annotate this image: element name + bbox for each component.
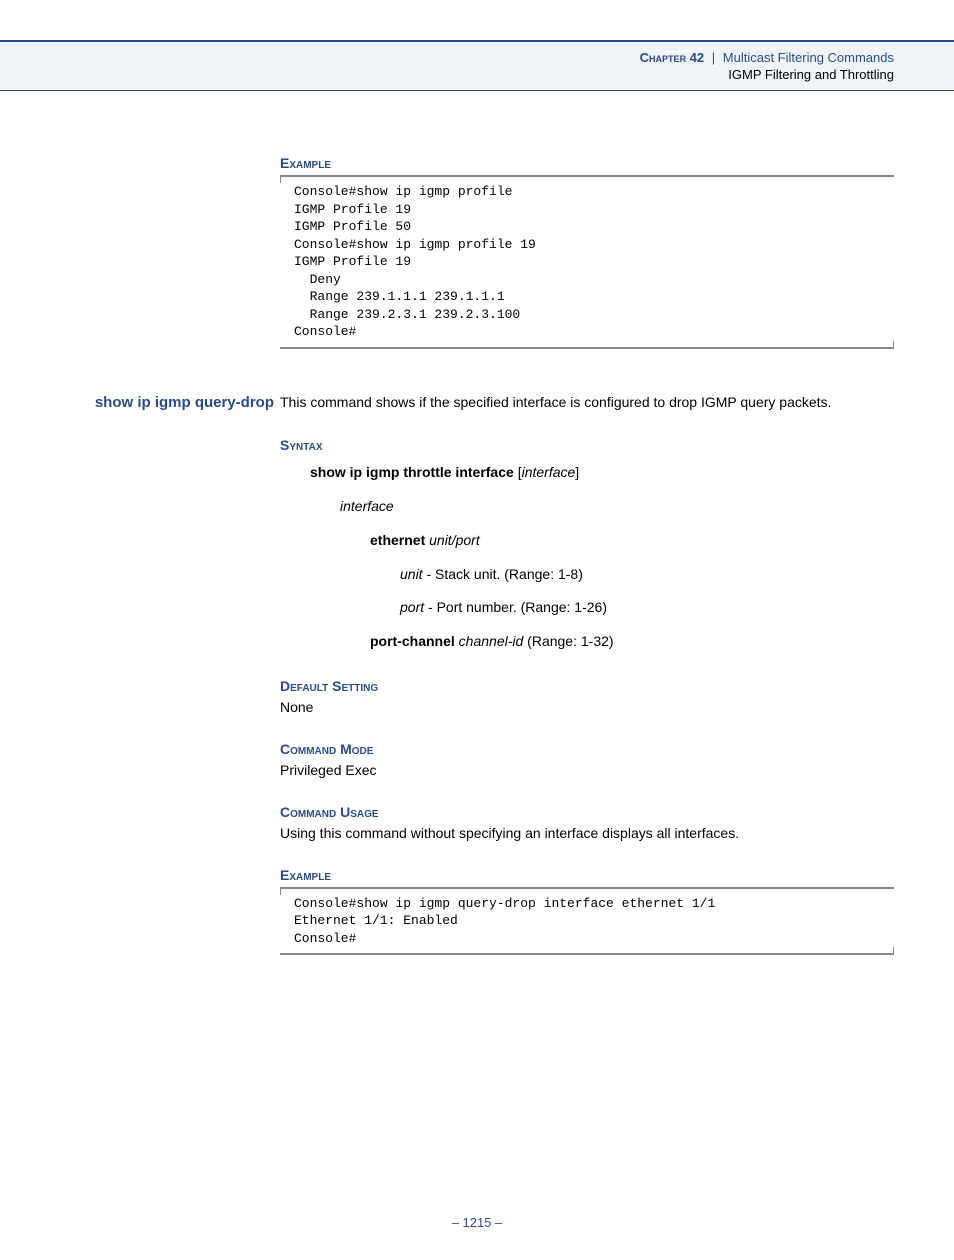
- syntax-arg: interface: [522, 464, 576, 480]
- unit-desc: - Stack unit. (Range: 1-8): [423, 566, 583, 582]
- syntax-command-line: show ip igmp throttle interface [interfa…: [310, 461, 894, 485]
- code-block-1: Console#show ip igmp profile IGMP Profil…: [280, 177, 894, 347]
- syntax-ethernet: ethernet unit/port: [370, 529, 894, 553]
- port-name: port: [400, 599, 424, 615]
- code-example-2: Console#show ip igmp query-drop interfac…: [280, 887, 894, 956]
- syntax-bracket-close: ]: [575, 464, 579, 480]
- unit-name: unit: [400, 566, 423, 582]
- code-block-2: Console#show ip igmp query-drop interfac…: [280, 889, 894, 954]
- syntax-interface-label: interface: [340, 495, 894, 519]
- portchannel-desc: (Range: 1-32): [523, 633, 613, 649]
- syntax-heading: Syntax: [280, 437, 894, 453]
- ethernet-arg: unit/port: [429, 532, 480, 548]
- syntax-port-channel: port-channel channel-id (Range: 1-32): [370, 630, 894, 654]
- ethernet-keyword: ethernet: [370, 532, 425, 548]
- command-description: This command shows if the specified inte…: [280, 393, 831, 412]
- command-usage-value: Using this command without specifying an…: [280, 824, 894, 843]
- page-header: Chapter 42 | Multicast Filtering Command…: [0, 40, 954, 91]
- command-usage-heading: Command Usage: [280, 804, 894, 820]
- command-name: show ip igmp query-drop: [80, 393, 280, 413]
- example-heading-2: Example: [280, 867, 894, 883]
- syntax-body: show ip igmp throttle interface [interfa…: [280, 461, 894, 654]
- page-content: Example Console#show ip igmp profile IGM…: [0, 91, 954, 955]
- default-setting-heading: Default Setting: [280, 678, 894, 694]
- chapter-label: Chapter 42: [640, 50, 704, 65]
- syntax-port: port - Port number. (Range: 1-26): [400, 596, 894, 620]
- command-mode-value: Privileged Exec: [280, 761, 894, 780]
- header-subtitle: IGMP Filtering and Throttling: [0, 67, 894, 82]
- code-example-1: Console#show ip igmp profile IGMP Profil…: [280, 175, 894, 349]
- example-heading-1: Example: [280, 155, 894, 171]
- syntax-unit: unit - Stack unit. (Range: 1-8): [400, 563, 894, 587]
- port-desc: - Port number. (Range: 1-26): [424, 599, 607, 615]
- command-row: show ip igmp query-drop This command sho…: [80, 393, 894, 413]
- syntax-cmd: show ip igmp throttle interface: [310, 464, 514, 480]
- default-setting-value: None: [280, 698, 894, 717]
- portchannel-keyword: port-channel: [370, 633, 455, 649]
- command-mode-heading: Command Mode: [280, 741, 894, 757]
- portchannel-arg: channel-id: [459, 633, 524, 649]
- page-number: – 1215 –: [0, 1215, 954, 1260]
- chapter-title: Multicast Filtering Commands: [723, 50, 894, 65]
- header-line-1: Chapter 42 | Multicast Filtering Command…: [0, 50, 894, 65]
- chapter-separator: |: [712, 50, 715, 65]
